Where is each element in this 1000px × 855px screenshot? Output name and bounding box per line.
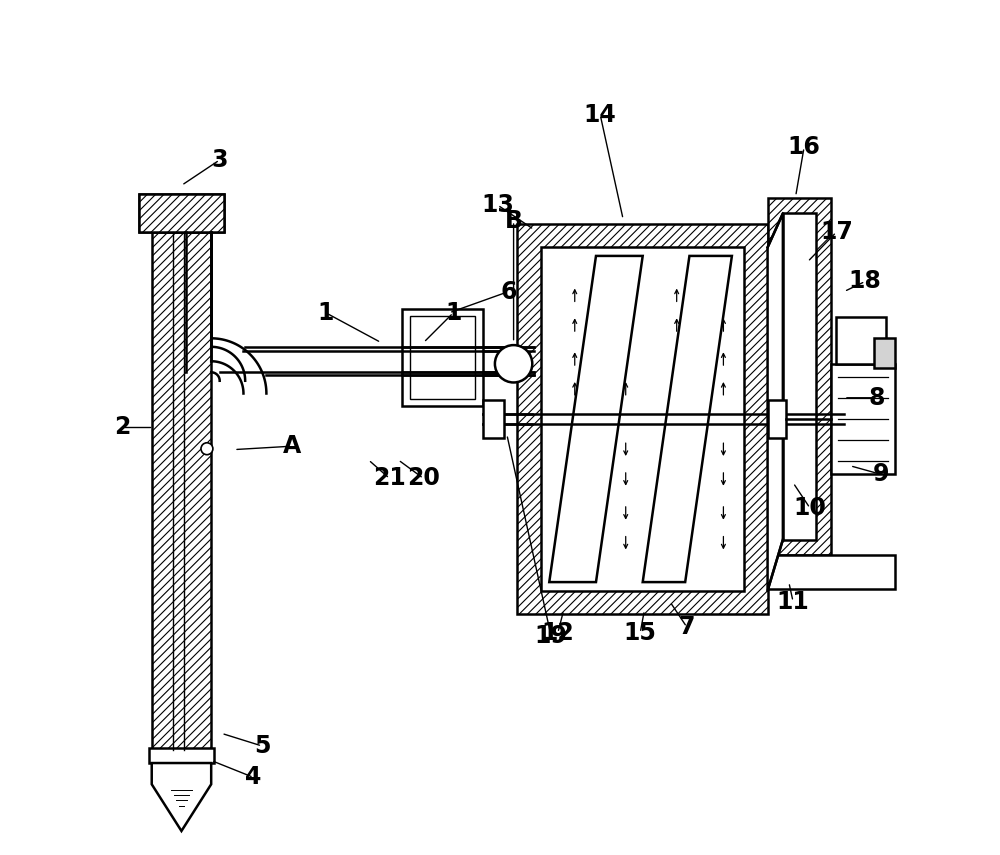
Polygon shape [549,256,643,582]
Bar [483,400,504,438]
Text: 1: 1 [445,301,461,325]
Polygon shape [768,214,783,591]
Bar [768,198,831,555]
Bar [831,363,895,475]
Text: 21: 21 [373,467,406,491]
Bar [836,317,886,363]
Text: 8: 8 [868,386,885,410]
Text: 6: 6 [500,280,517,304]
Text: 17: 17 [820,220,853,245]
Text: 2: 2 [114,416,130,439]
Text: 7: 7 [679,615,695,640]
Text: 14: 14 [584,103,617,127]
Bar [768,555,895,589]
Text: 4: 4 [245,765,262,789]
Text: 18: 18 [849,269,882,293]
Bar [402,309,483,406]
Bar [139,194,224,232]
Text: 1: 1 [318,301,334,325]
Polygon shape [152,763,211,831]
Text: 19: 19 [535,623,567,647]
Text: 13: 13 [481,193,514,217]
Text: B: B [505,209,523,233]
Text: 9: 9 [872,463,889,486]
Polygon shape [643,256,732,582]
Bar [517,224,768,615]
Text: 16: 16 [788,135,821,159]
Text: 11: 11 [777,590,809,614]
Text: 15: 15 [624,621,657,645]
Bar [410,316,475,398]
Text: 10: 10 [794,496,826,520]
Circle shape [495,345,532,382]
Text: 12: 12 [541,621,574,645]
Bar [541,247,744,591]
Bar [149,748,214,763]
Circle shape [201,443,213,455]
Bar [152,232,211,751]
Bar [874,339,895,368]
Text: 5: 5 [254,734,270,758]
Text: 3: 3 [211,148,228,172]
Bar [783,214,816,540]
Text: A: A [283,434,301,458]
Text: 20: 20 [407,467,440,491]
Bar [139,194,224,232]
Bar [768,400,786,438]
